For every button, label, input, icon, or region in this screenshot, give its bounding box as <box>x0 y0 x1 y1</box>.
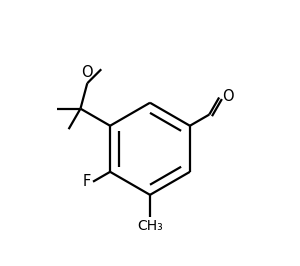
Text: O: O <box>222 89 234 104</box>
Text: CH₃: CH₃ <box>137 219 163 233</box>
Text: O: O <box>82 65 93 80</box>
Text: F: F <box>82 174 90 189</box>
